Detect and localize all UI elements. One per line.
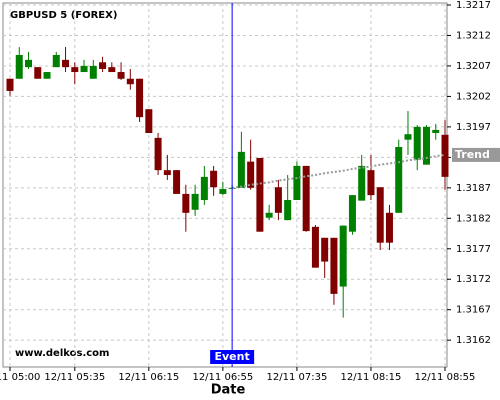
y-tick-label: 1.3202 [456,91,491,102]
candle-body [413,126,421,160]
plot-area [2,2,448,368]
candle-body [71,67,79,73]
x-tick-label: 12/11 07:35 [267,372,328,383]
candle-body [200,176,208,201]
candle-body [126,78,134,85]
candle-body [247,161,255,188]
candle-body [321,237,329,262]
candle-body [395,146,403,213]
candle-body [136,78,144,118]
candle-body [89,65,97,79]
y-tick-label: 1.3207 [456,61,491,72]
watermark: www.delkos.com [15,348,109,359]
candle-body [404,134,412,140]
candle-body [6,78,14,91]
candle-body [163,170,171,176]
trend-label-box [452,147,500,162]
candle-body [367,170,375,196]
candle-body [274,187,282,213]
candle-body [293,165,301,201]
y-tick-label: 1.3212 [456,30,491,41]
candle-body [182,193,190,213]
candle-body [237,151,245,188]
x-tick-label: 12/11 06:55 [192,372,253,383]
y-tick-label: 1.3167 [456,305,491,316]
candle-body [311,226,319,268]
y-tick-label: 1.3182 [456,213,491,224]
candle-body [348,195,356,232]
y-tick-label: 1.3187 [456,183,491,194]
candle-body [302,165,310,232]
candle-body [154,137,162,171]
candle-body [34,67,42,79]
candle-body [339,225,347,287]
candle-body [62,59,70,68]
candle-body [191,193,199,210]
candle-body [385,212,393,243]
candle-body [358,165,366,201]
x-tick-label: 12/11 08:55 [415,372,476,383]
candle-body [117,72,125,79]
x-tick-label: 12/11 05:35 [44,372,105,383]
candle-body [173,170,181,194]
candle-body [25,59,33,68]
candle-body [210,170,218,188]
y-tick-label: 1.3197 [456,122,491,133]
y-tick-label: 1.3162 [456,335,491,346]
candle-body [265,212,273,218]
candle-body [99,62,107,69]
candle-body [145,109,153,133]
x-axis-label: Date [211,383,246,398]
candle-body [284,200,292,221]
y-tick-label: 1.3217 [456,0,491,11]
candle-body [15,54,23,79]
candle-body [108,67,116,73]
event-label: Event [215,350,250,363]
trend-label: Trend [455,148,490,161]
candle-body [43,72,51,79]
x-tick-label: 12/11 06:15 [118,372,179,383]
candle-body [441,134,449,177]
candle-body [52,54,60,68]
x-tick-label: 12/11 05:00 [0,372,40,383]
candle-body [432,129,440,133]
candle-body [376,187,384,243]
chart-title: GBPUSD 5 (FOREX) [10,10,117,21]
candle-body [219,189,227,194]
candle-body [330,237,338,294]
y-tick-label: 1.3177 [456,244,491,255]
candle-body [256,157,264,232]
candle-body [422,126,430,165]
event-label-box [210,350,255,364]
candle-body [80,65,88,73]
x-tick-label: 12/11 08:15 [341,372,402,383]
y-tick-label: 1.3172 [456,274,491,285]
